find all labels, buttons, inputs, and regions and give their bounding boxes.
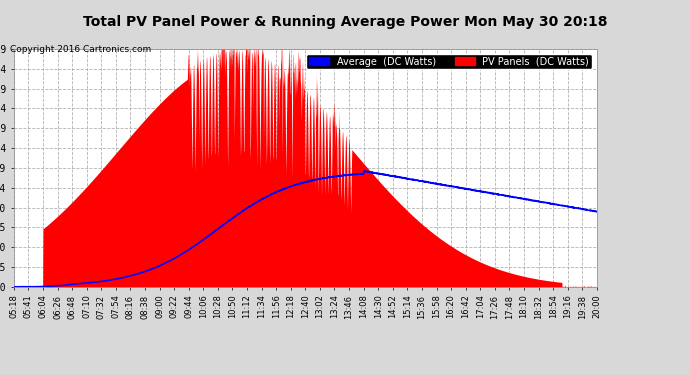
Legend: Average  (DC Watts), PV Panels  (DC Watts): Average (DC Watts), PV Panels (DC Watts) [306,54,592,69]
Text: Copyright 2016 Cartronics.com: Copyright 2016 Cartronics.com [10,45,152,54]
Text: Total PV Panel Power & Running Average Power Mon May 30 20:18: Total PV Panel Power & Running Average P… [83,15,607,29]
